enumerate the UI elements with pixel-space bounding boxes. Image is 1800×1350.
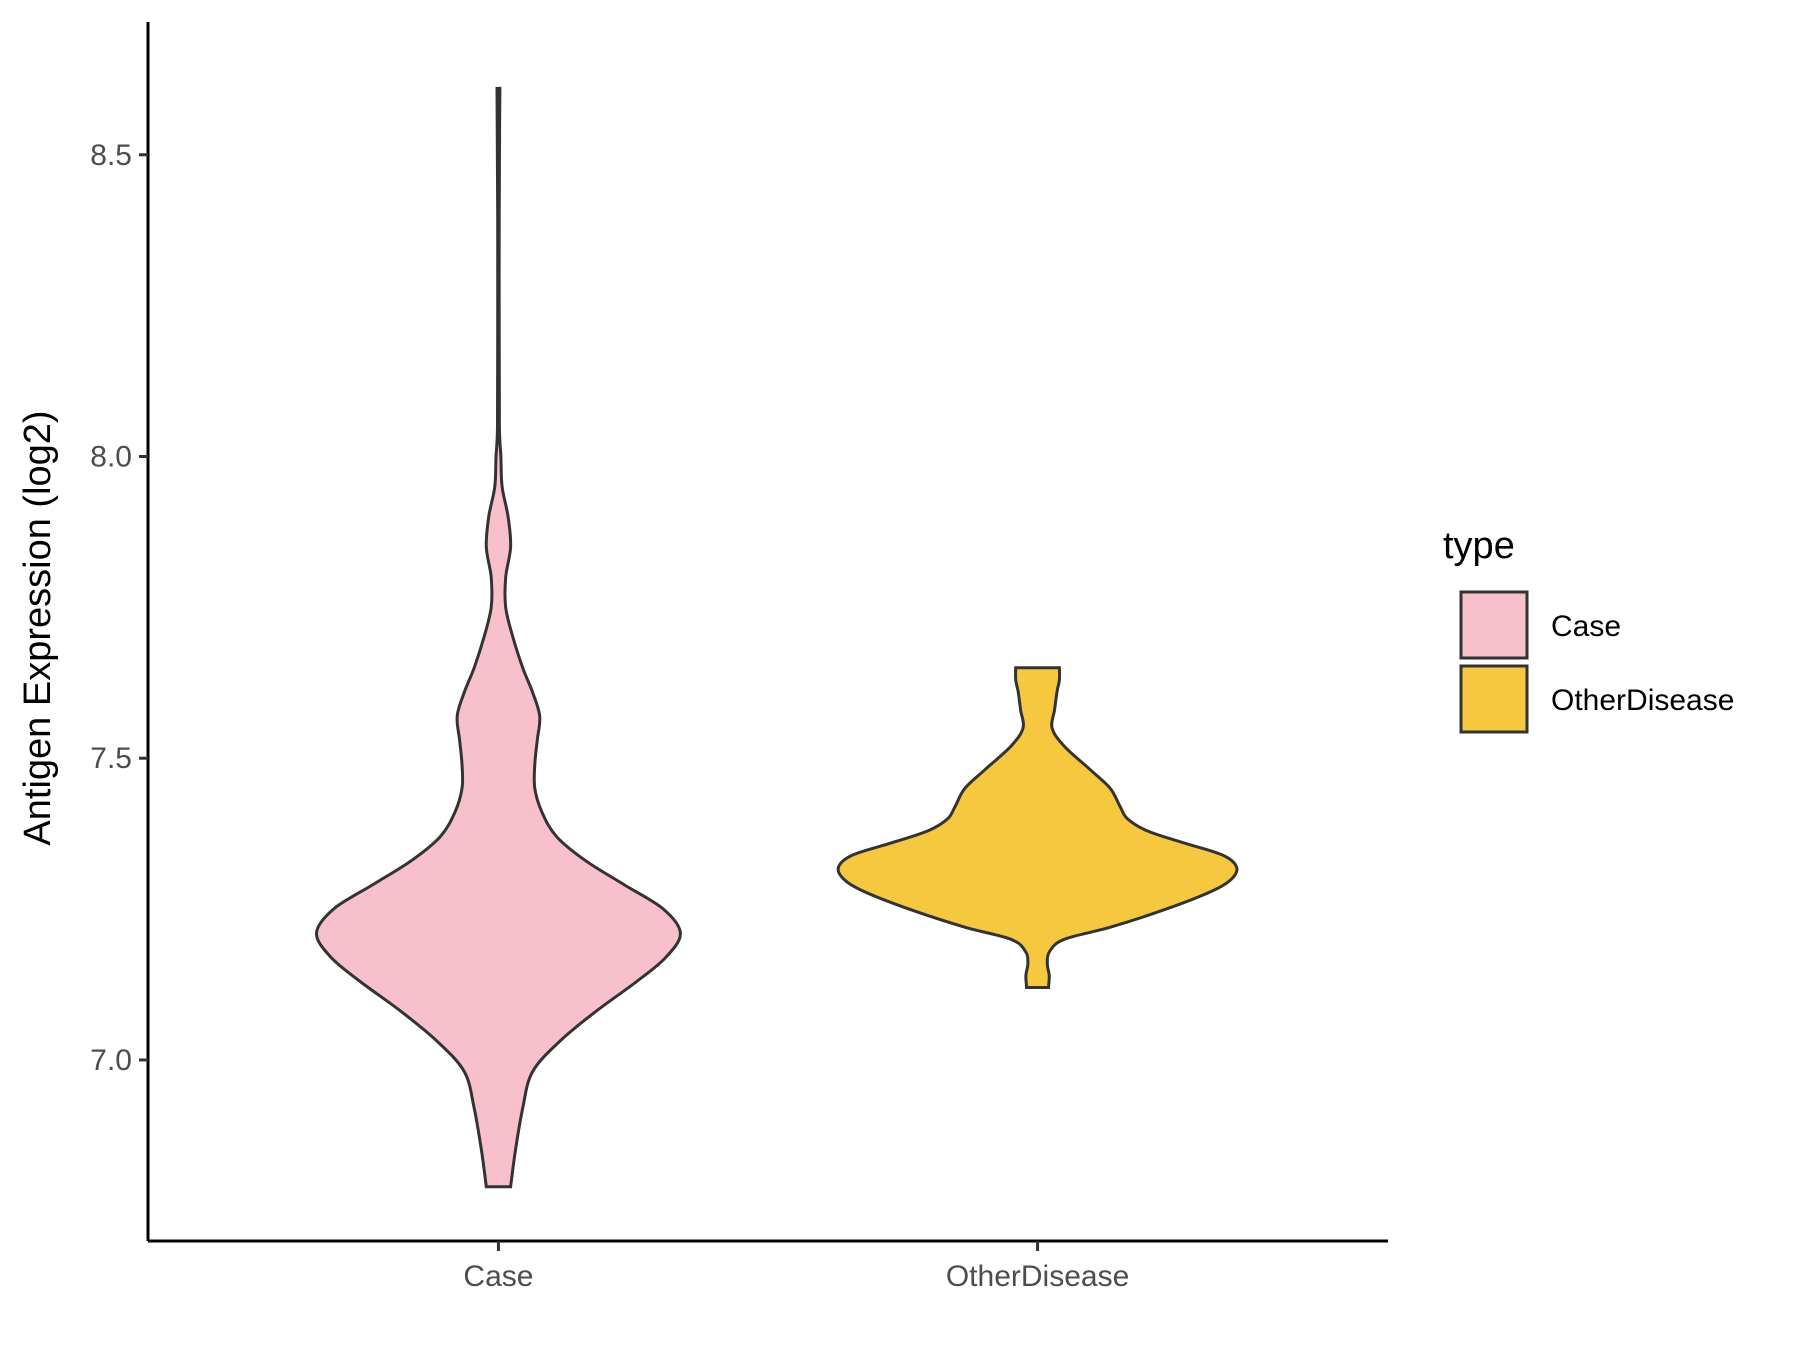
x-axis: Case OtherDisease (148, 1239, 1388, 1293)
legend-label: OtherDisease (1551, 684, 1734, 717)
violin-otherdisease (836, 666, 1239, 989)
violin-case (315, 86, 682, 1189)
legend-title: type (1443, 525, 1515, 567)
violins-layer (315, 86, 1239, 1189)
y-axis-title: Antigen Expression (log2) (17, 410, 59, 845)
legend: type Case OtherDisease (1443, 525, 1734, 734)
legend-key-otherdisease (1459, 664, 1529, 734)
y-tick-label: 7.0 (90, 1044, 132, 1077)
legend-label: Case (1551, 610, 1621, 643)
y-tick-label: 7.5 (90, 742, 132, 775)
legend-key-case (1459, 590, 1529, 660)
y-tick-label: 8.0 (90, 440, 132, 473)
y-tick-label: 8.5 (90, 139, 132, 172)
x-tick-label: OtherDisease (946, 1260, 1129, 1293)
y-axis: 7.0 7.5 8.0 8.5 (90, 22, 150, 1241)
x-tick-label: Case (463, 1260, 533, 1293)
